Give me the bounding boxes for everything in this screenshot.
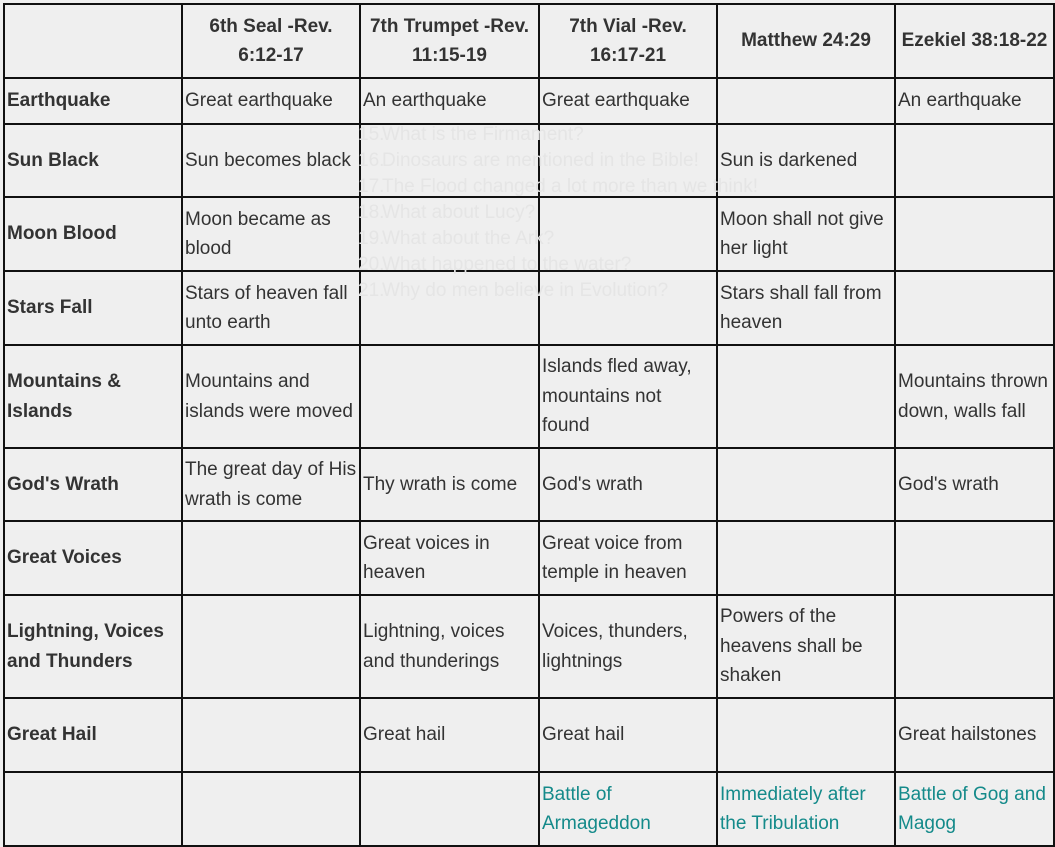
table-row: Great Voices Great voices in heaven Great … (3, 520, 1055, 596)
row-label: Moon Blood (3, 196, 183, 272)
row-label: Sun Black (3, 123, 183, 198)
table-cell: Great earthquake (538, 77, 718, 125)
row-label: Lightning, Voices and Thunders (3, 594, 183, 699)
table-cell (716, 77, 896, 125)
table-cell (894, 123, 1055, 198)
table-cell: Sun is darkened (716, 123, 896, 198)
row-label: Stars Fall (3, 270, 183, 346)
header-cell: Ezekiel 38:18-22 (894, 3, 1055, 79)
table-cell: Great hail (538, 697, 718, 773)
table-cell (716, 520, 896, 596)
header-cell: 6th Seal -Rev. 6:12-17 (181, 3, 361, 79)
row-label: God's Wrath (3, 447, 183, 522)
table-cell (894, 520, 1055, 596)
table-cell: Great earthquake (181, 77, 361, 125)
table-cell: Stars of heaven fall unto earth (181, 270, 361, 346)
comparison-table: 6th Seal -Rev. 6:12-17 7th Trumpet -Rev.… (3, 3, 1055, 847)
row-label: Great Voices (3, 520, 183, 596)
table-row: Earthquake Great earthquake An earthquake G… (3, 77, 1055, 125)
table-cell: God's wrath (538, 447, 718, 522)
row-label: Mountains & Islands (3, 344, 183, 449)
header-cell: Matthew 24:29 (716, 3, 896, 79)
table-cell: Mountains and islands were moved (181, 344, 361, 449)
table-cell (716, 344, 896, 449)
table-row: God's Wrath The great day of His wrath is… (3, 447, 1055, 522)
table-cell: Battle of Gog and Magog (894, 771, 1055, 847)
table-cell: Sun becomes black (181, 123, 361, 198)
table-cell (359, 123, 540, 198)
header-cell: 7th Trumpet -Rev. 11:15-19 (359, 3, 540, 79)
table-cell: Islands fled away, mountains not found (538, 344, 718, 449)
table-cell: Immediately after the Tribulation (716, 771, 896, 847)
table-cell: Great hail (359, 697, 540, 773)
header-cell: 7th Vial -Rev. 16:17-21 (538, 3, 718, 79)
table-cell: Stars shall fall from heaven (716, 270, 896, 346)
table-row: Sun Black Sun becomes black Sun is darkene… (3, 123, 1055, 198)
table-cell (538, 270, 718, 346)
table-cell (181, 594, 361, 699)
table-cell: Voices, thunders, lightnings (538, 594, 718, 699)
table-cell (894, 196, 1055, 272)
table-cell: Great hailstones (894, 697, 1055, 773)
row-label: Great Hail (3, 697, 183, 773)
table-cell: Mountains thrown down, walls fall (894, 344, 1055, 449)
row-label (3, 771, 183, 847)
table-cell (181, 520, 361, 596)
table-cell (359, 771, 540, 847)
table-cell (894, 270, 1055, 346)
table-row: Stars Fall Stars of heaven fall unto eart… (3, 270, 1055, 346)
table-cell: The great day of His wrath is come (181, 447, 361, 522)
table-cell (181, 697, 361, 773)
table-cell: Lightning, voices and thunderings (359, 594, 540, 699)
row-label: Earthquake (3, 77, 183, 125)
table-cell (181, 771, 361, 847)
header-row: 6th Seal -Rev. 6:12-17 7th Trumpet -Rev.… (3, 3, 1055, 79)
table-cell (716, 697, 896, 773)
table-cell: Powers of the heavens shall be shaken (716, 594, 896, 699)
table-cell (359, 196, 540, 272)
table-cell (538, 196, 718, 272)
table-cell: Battle of Armageddon (538, 771, 718, 847)
header-cell (3, 3, 183, 79)
table-cell: Great voices in heaven (359, 520, 540, 596)
table-row: Mountains & Islands Mountains and islands… (3, 344, 1055, 449)
table-cell: God's wrath (894, 447, 1055, 522)
table-cell: Moon became as blood (181, 196, 361, 272)
table-cell (894, 594, 1055, 699)
table-cell: An earthquake (894, 77, 1055, 125)
table-cell (359, 270, 540, 346)
table-cell: Moon shall not give her light (716, 196, 896, 272)
table-row: Battle of Armageddon Immediately after th… (3, 771, 1055, 847)
table-row: Moon Blood Moon became as blood Moon shall… (3, 196, 1055, 272)
table-cell: An earthquake (359, 77, 540, 125)
table-cell (359, 344, 540, 449)
table-cell: Great voice from temple in heaven (538, 520, 718, 596)
table-cell (716, 447, 896, 522)
table-cell: Thy wrath is come (359, 447, 540, 522)
table-row: Lightning, Voices and Thunders Lightning,… (3, 594, 1055, 699)
table-cell (538, 123, 718, 198)
table-row: Great Hail Great hail Great hail Great hail… (3, 697, 1055, 773)
